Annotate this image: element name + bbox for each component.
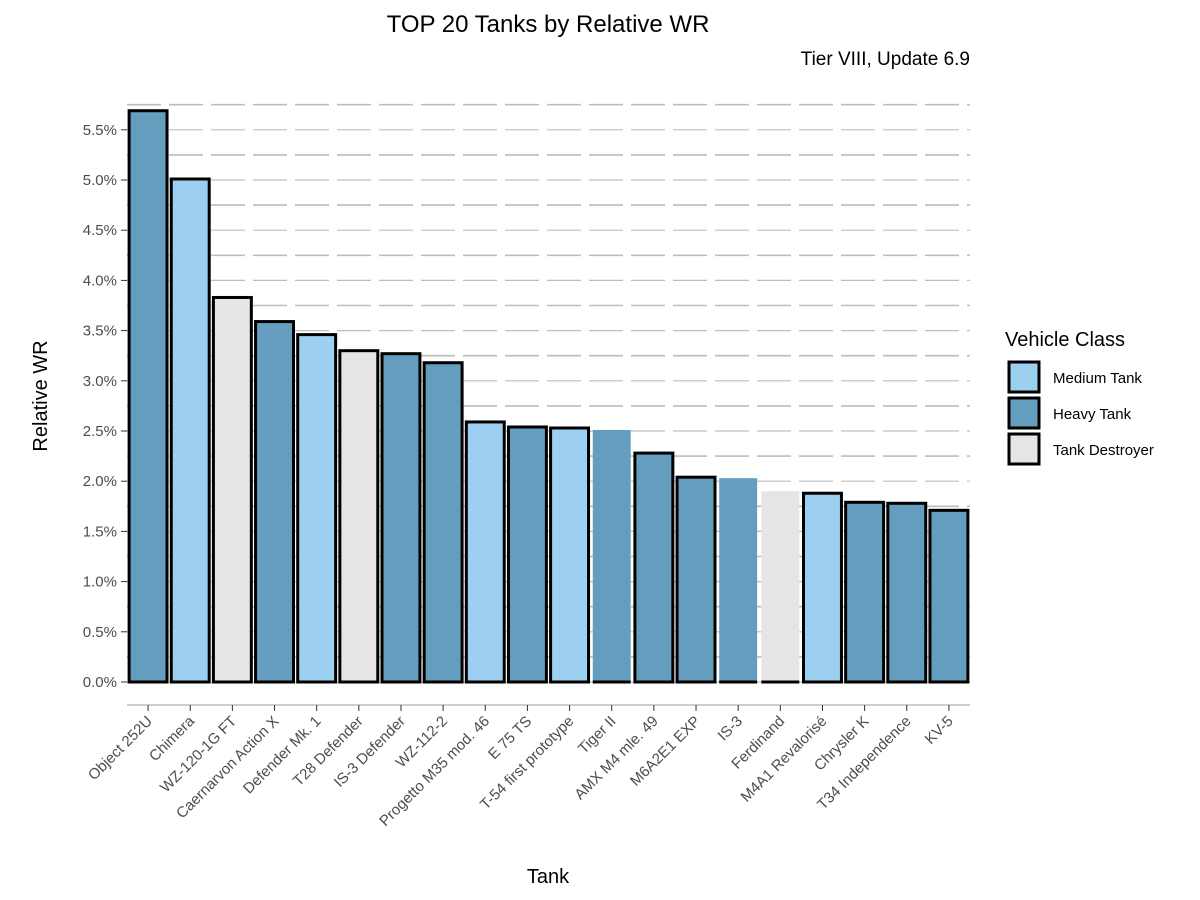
bar-amx-m4-mle-49 <box>633 451 675 684</box>
legend-label: Medium Tank <box>1053 370 1142 387</box>
x-tick-label: KV-5 <box>922 713 957 748</box>
y-tick-label: 2.0% <box>83 473 117 490</box>
x-axis-title: Tank <box>527 866 570 888</box>
y-tick-label: 2.5% <box>83 423 117 440</box>
legend-items: Medium Tank Heavy Tank Tank Destroyer <box>1007 360 1154 466</box>
chart-title: TOP 20 Tanks by Relative WR <box>387 11 710 38</box>
bar-ferdinand <box>761 491 800 682</box>
bar-is-3 <box>719 478 758 682</box>
legend-title: Vehicle Class <box>1005 329 1125 351</box>
bar-m6a2e1-exp <box>675 475 717 684</box>
legend-swatch <box>1007 432 1041 466</box>
legend: Vehicle Class Medium Tank Heavy Tank Tank … <box>1005 329 1154 466</box>
bar-wz-120-1g-ft <box>211 295 253 684</box>
bar-is-3-defender <box>380 352 422 684</box>
y-axis: 0.0% 0.5% 1.0% 1.5% 2.0% 2.5% 3.0% 3.5% 4.0% 4.5%… <box>83 122 127 691</box>
grid-lines <box>127 103 970 683</box>
bar-m4a1-revaloris- <box>802 491 843 684</box>
bar-defender-mk-1 <box>296 333 338 684</box>
y-axis-title: Relative WR <box>30 340 52 451</box>
y-tick-label: 1.0% <box>83 574 117 591</box>
y-tick-label: 1.5% <box>83 523 117 540</box>
x-tick-label: Object 252U <box>85 713 156 784</box>
chart-subtitle: Tier VIII, Update 6.9 <box>801 49 970 70</box>
y-tick-label: 0.0% <box>83 674 117 691</box>
y-tick-label: 4.0% <box>83 272 117 289</box>
bar-kv-5 <box>928 508 970 684</box>
bar-progetto-m35-mod-46 <box>464 420 506 684</box>
y-tick-label: 5.0% <box>83 172 117 189</box>
legend-label: Heavy Tank <box>1053 406 1132 423</box>
bar-wz-112-2 <box>422 361 464 684</box>
bar-caernarvon-action-x <box>254 320 295 684</box>
bar-e-75-ts <box>506 425 548 684</box>
y-tick-label: 3.0% <box>83 373 117 390</box>
bars-group <box>127 109 970 684</box>
bar-tiger-ii <box>592 429 631 682</box>
bar-t34-independence <box>886 501 928 684</box>
y-tick-label: 5.5% <box>83 122 117 139</box>
bar-object-252u <box>127 109 169 684</box>
legend-label: Tank Destroyer <box>1053 442 1154 459</box>
legend-swatch <box>1007 360 1041 394</box>
y-tick-label: 3.5% <box>83 323 117 340</box>
bar-t-54-first-prototype <box>549 426 591 684</box>
legend-swatch <box>1007 396 1041 430</box>
bar-chrysler-k <box>844 500 886 684</box>
y-tick-label: 0.5% <box>83 624 117 641</box>
bar-chimera <box>169 177 211 684</box>
bar-t28-defender <box>338 349 380 684</box>
x-tick-label: IS-3 <box>715 713 746 744</box>
y-tick-label: 4.5% <box>83 222 117 239</box>
